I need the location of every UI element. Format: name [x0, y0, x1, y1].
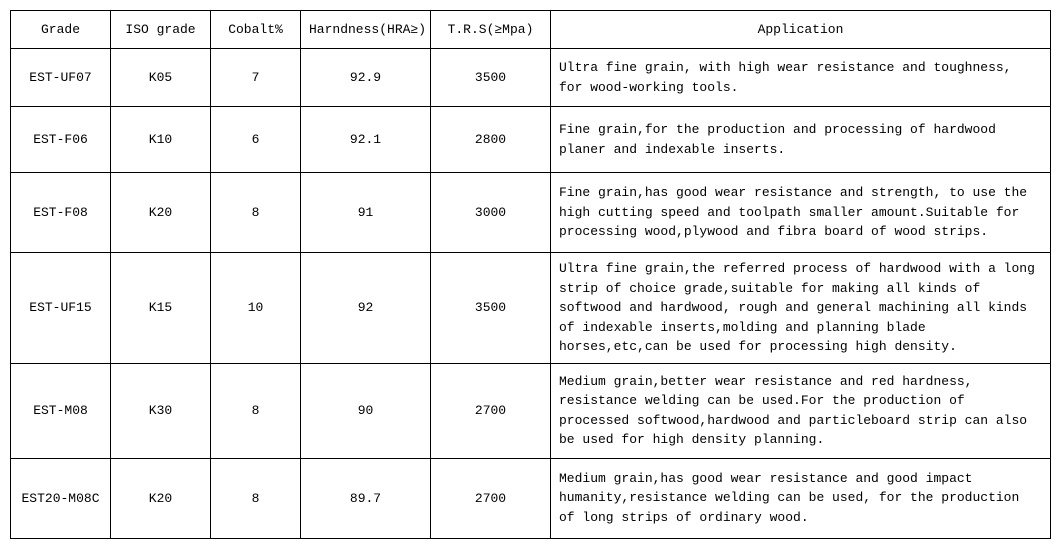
col-header-iso: ISO grade [111, 11, 211, 49]
cell-grade: EST-M08 [11, 363, 111, 458]
cell-application: Ultra fine grain, with high wear resista… [551, 49, 1051, 107]
cell-cobalt: 8 [211, 363, 301, 458]
table-row: EST20-M08C K20 8 89.7 2700 Medium grain,… [11, 458, 1051, 538]
cell-application: Ultra fine grain,the referred process of… [551, 253, 1051, 364]
cell-grade: EST-UF07 [11, 49, 111, 107]
cell-iso: K20 [111, 458, 211, 538]
grades-table: Grade ISO grade Cobalt% Harndness(HRA≥) … [10, 10, 1051, 539]
cell-application: Fine grain,has good wear resistance and … [551, 173, 1051, 253]
col-header-trs: T.R.S(≥Mpa) [431, 11, 551, 49]
table-header-row: Grade ISO grade Cobalt% Harndness(HRA≥) … [11, 11, 1051, 49]
cell-application: Medium grain,better wear resistance and … [551, 363, 1051, 458]
cell-trs: 3500 [431, 253, 551, 364]
cell-hardness: 90 [301, 363, 431, 458]
cell-iso: K15 [111, 253, 211, 364]
cell-hardness: 92.1 [301, 107, 431, 173]
cell-iso: K10 [111, 107, 211, 173]
cell-application: Fine grain,for the production and proces… [551, 107, 1051, 173]
table-row: EST-UF15 K15 10 92 3500 Ultra fine grain… [11, 253, 1051, 364]
col-header-hardness: Harndness(HRA≥) [301, 11, 431, 49]
cell-hardness: 92.9 [301, 49, 431, 107]
cell-grade: EST-UF15 [11, 253, 111, 364]
cell-trs: 3000 [431, 173, 551, 253]
cell-hardness: 89.7 [301, 458, 431, 538]
cell-grade: EST-F06 [11, 107, 111, 173]
col-header-application: Application [551, 11, 1051, 49]
cell-trs: 2800 [431, 107, 551, 173]
cell-iso: K05 [111, 49, 211, 107]
col-header-grade: Grade [11, 11, 111, 49]
cell-iso: K30 [111, 363, 211, 458]
cell-trs: 2700 [431, 458, 551, 538]
cell-hardness: 91 [301, 173, 431, 253]
cell-cobalt: 8 [211, 458, 301, 538]
table-row: EST-F06 K10 6 92.1 2800 Fine grain,for t… [11, 107, 1051, 173]
cell-trs: 2700 [431, 363, 551, 458]
cell-iso: K20 [111, 173, 211, 253]
cell-grade: EST-F08 [11, 173, 111, 253]
cell-cobalt: 10 [211, 253, 301, 364]
cell-cobalt: 8 [211, 173, 301, 253]
table-row: EST-UF07 K05 7 92.9 3500 Ultra fine grai… [11, 49, 1051, 107]
cell-application: Medium grain,has good wear resistance an… [551, 458, 1051, 538]
table-row: EST-F08 K20 8 91 3000 Fine grain,has goo… [11, 173, 1051, 253]
cell-trs: 3500 [431, 49, 551, 107]
table-row: EST-M08 K30 8 90 2700 Medium grain,bette… [11, 363, 1051, 458]
col-header-cobalt: Cobalt% [211, 11, 301, 49]
cell-cobalt: 6 [211, 107, 301, 173]
cell-cobalt: 7 [211, 49, 301, 107]
cell-grade: EST20-M08C [11, 458, 111, 538]
cell-hardness: 92 [301, 253, 431, 364]
